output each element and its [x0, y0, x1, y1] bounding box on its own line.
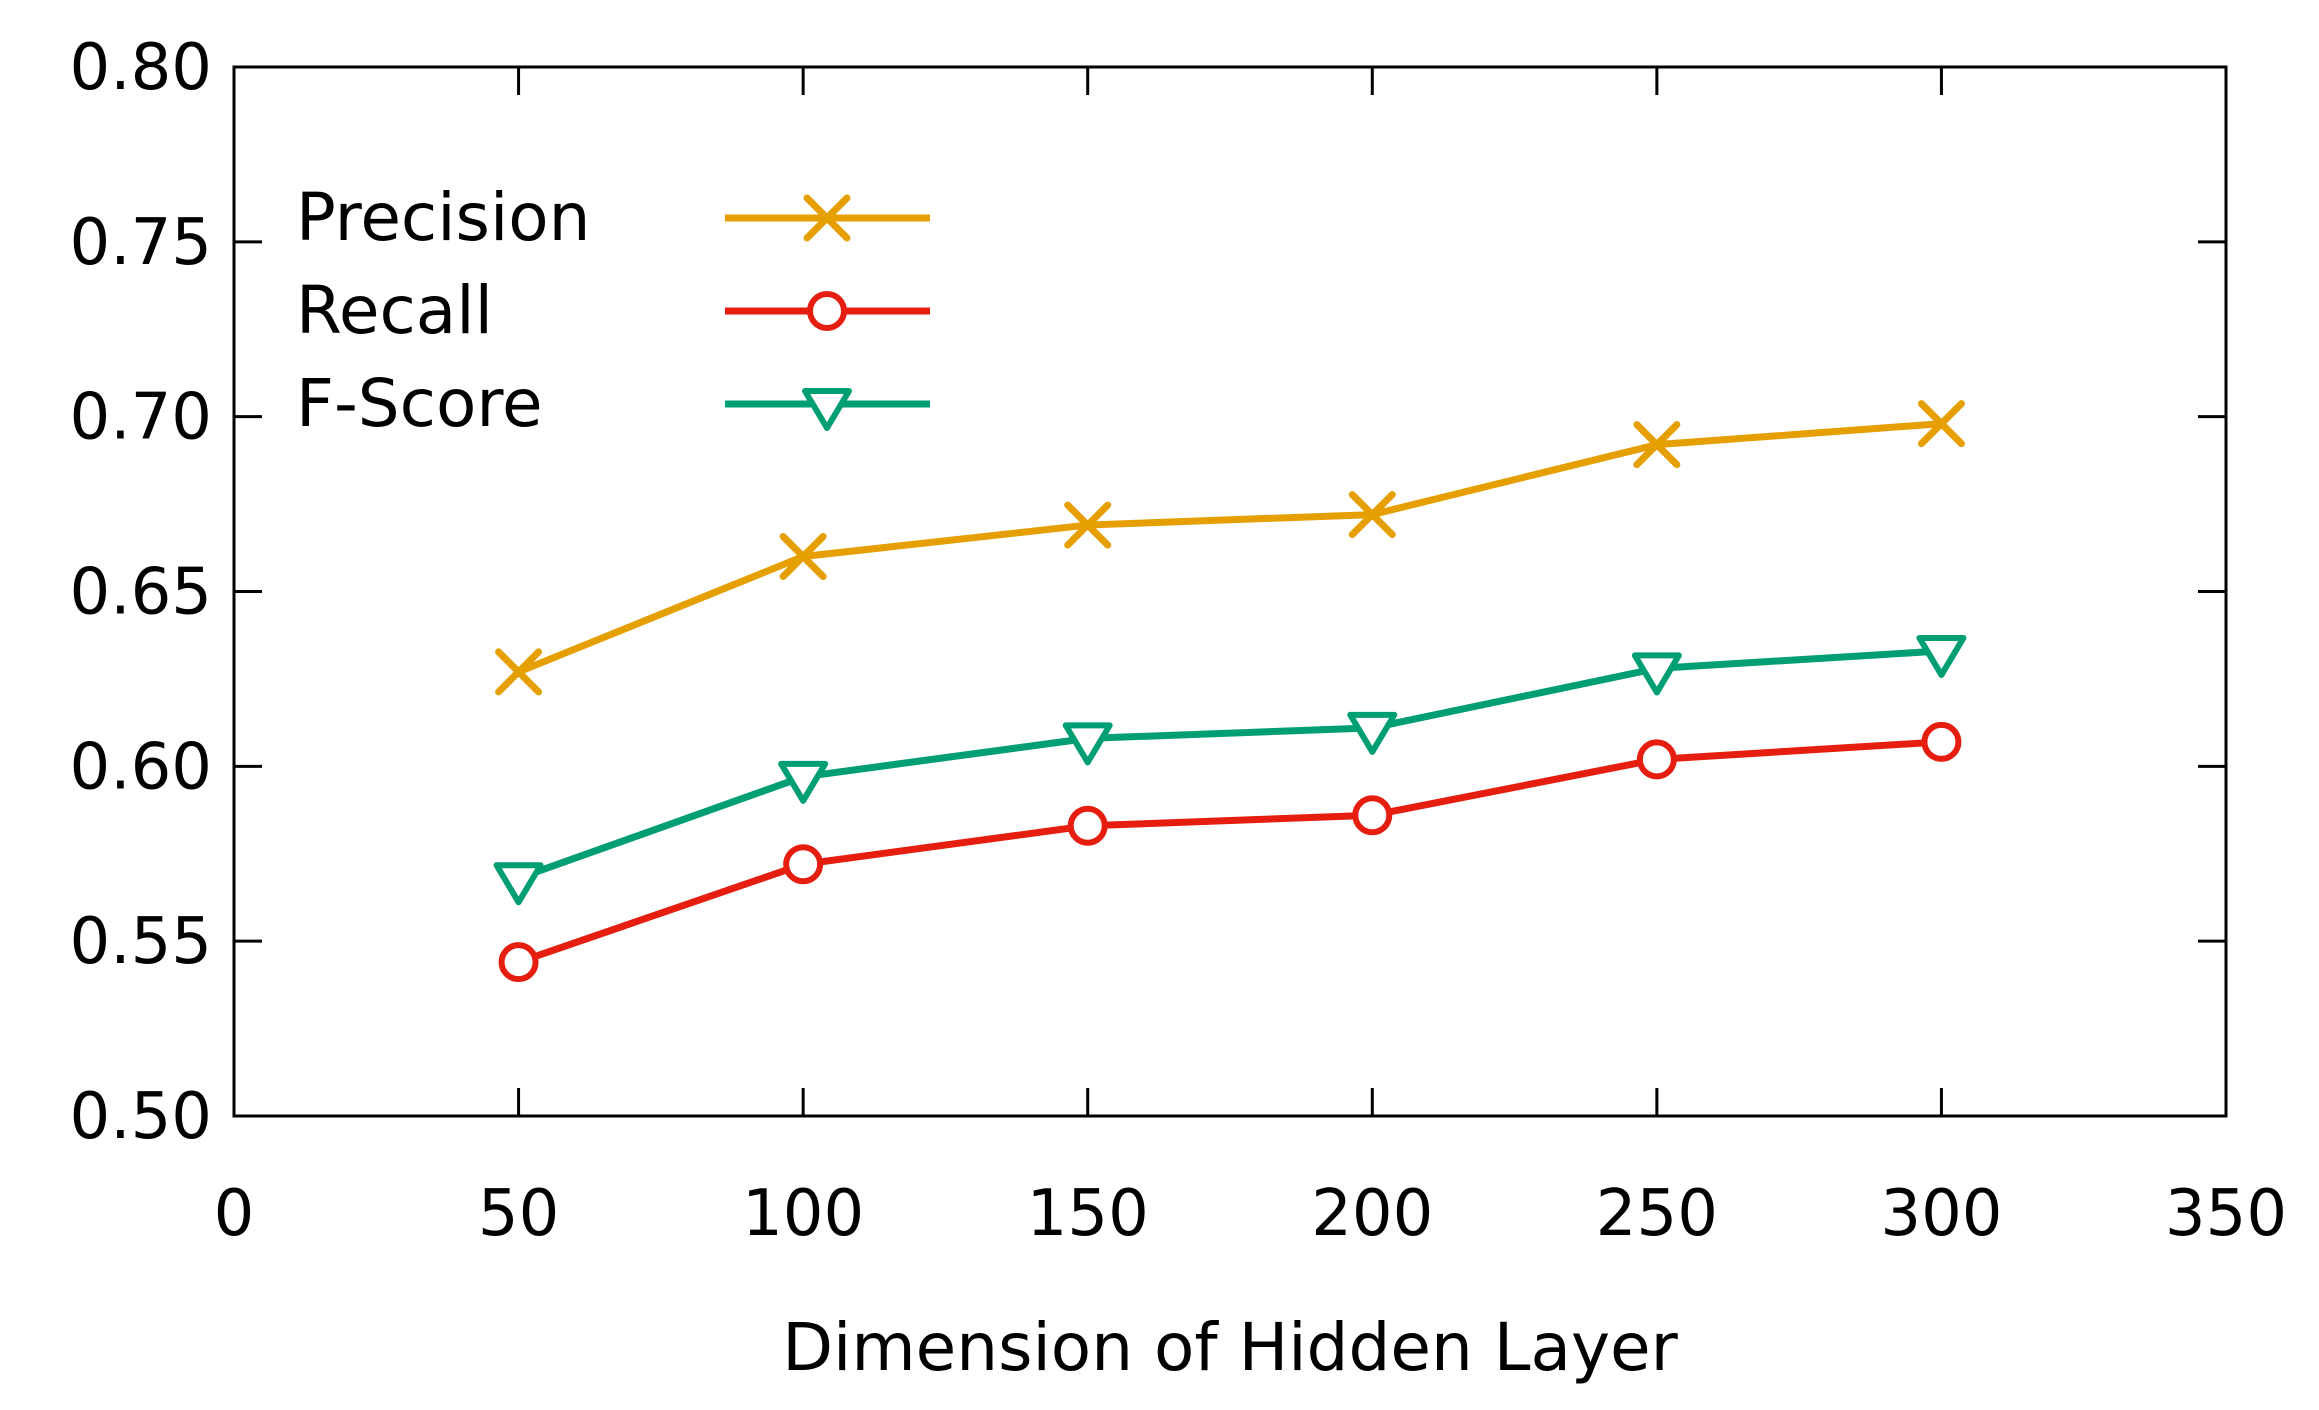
x-tick-label: 0: [214, 1177, 255, 1251]
legend-label-f-score: F-Score: [296, 365, 543, 442]
marker-stroke: [1633, 421, 1681, 469]
series-line-f-score: [517, 647, 1942, 882]
x-tick-label: 300: [1880, 1177, 2002, 1251]
y-tick-label: 0.60: [70, 730, 213, 804]
x-tick-label: 50: [478, 1177, 559, 1251]
x-tick-label: 150: [1027, 1177, 1149, 1251]
data-point-recall: [1067, 805, 1108, 846]
data-point-recall: [1352, 795, 1393, 836]
series-f-score: [493, 634, 1967, 906]
legend-label-precision: Precision: [296, 179, 591, 256]
x-axis: 0 50 100 150 200 250 300 350: [214, 67, 2287, 1251]
data-point-precision: [1917, 400, 1965, 448]
x-tick-label: 250: [1596, 1177, 1718, 1251]
marker-stroke: [779, 533, 827, 581]
legend-item-precision: Precision: [296, 179, 930, 256]
y-tick-label: 0.50: [70, 1080, 213, 1154]
data-point-f-score: [493, 862, 544, 906]
x-tick-label: 200: [1311, 1177, 1433, 1251]
series-line-precision: [517, 420, 1942, 676]
legend-item-recall: Recall: [296, 272, 930, 349]
legend-label-recall: Recall: [296, 272, 493, 349]
marker-stroke: [495, 648, 543, 696]
data-point-f-score: [1631, 652, 1682, 696]
y-tick-label: 0.55: [70, 905, 213, 979]
series-line-recall: [517, 738, 1942, 966]
legend-marker-precision: [803, 194, 851, 242]
data-point-precision: [495, 648, 543, 696]
data-point-f-score: [1347, 711, 1398, 755]
marker-stroke: [1348, 491, 1396, 539]
x-axis-title: Dimension of Hidden Layer: [782, 1309, 1678, 1386]
series-layer: [493, 400, 1967, 983]
y-tick-label: 0.70: [70, 381, 213, 455]
y-tick-label: 0.80: [70, 31, 213, 105]
data-point-recall: [1636, 739, 1677, 780]
series-precision: [495, 400, 1965, 696]
legend-marker-f-score: [802, 388, 852, 431]
x-tick-label: 350: [2165, 1177, 2287, 1251]
marker-stroke: [1064, 501, 1112, 549]
legend-marker-recall: [807, 291, 847, 331]
data-point-recall: [1921, 721, 1962, 762]
data-point-f-score: [1916, 634, 1967, 678]
data-point-recall: [783, 844, 824, 885]
data-point-recall: [498, 942, 539, 983]
data-point-precision: [1064, 501, 1112, 549]
data-point-precision: [1348, 491, 1396, 539]
y-axis: 0.50 0.55 0.60 0.65 0.70 0.75 0.80: [70, 31, 2226, 1154]
marker-stroke: [1917, 400, 1965, 448]
y-tick-label: 0.75: [70, 206, 213, 280]
data-point-precision: [1633, 421, 1681, 469]
series-recall: [498, 721, 1962, 983]
legend: Precision Recall F-Score: [296, 179, 930, 442]
x-tick-label: 100: [742, 1177, 864, 1251]
data-point-f-score: [778, 760, 829, 804]
data-point-f-score: [1062, 722, 1113, 766]
y-tick-label: 0.65: [70, 556, 213, 630]
marker-stroke: [803, 194, 851, 242]
data-point-precision: [779, 533, 827, 581]
legend-item-f-score: F-Score: [296, 365, 930, 442]
